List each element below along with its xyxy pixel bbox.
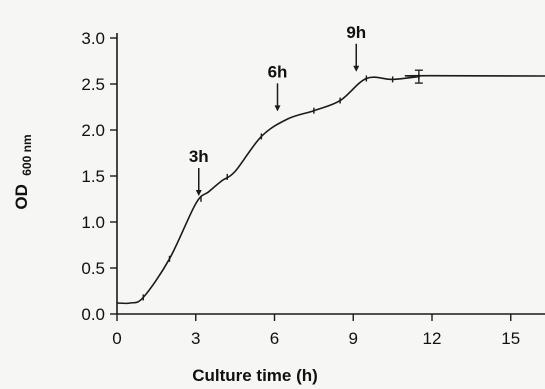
svg-text:OD 600 nm: OD 600 nm bbox=[12, 134, 34, 209]
y-tick-label: 0.0 bbox=[81, 305, 105, 324]
x-tick-label: 15 bbox=[501, 329, 520, 348]
y-tick-label: 2.0 bbox=[81, 121, 105, 140]
annotation-arrowhead bbox=[353, 65, 360, 72]
y-ticks: 0.0 0.5 1.0 1.5 2.0 2.5 3.0 bbox=[81, 29, 117, 324]
annotation-label: 9h bbox=[346, 23, 366, 42]
error-bars bbox=[414, 69, 423, 84]
y-tick-label: 0.5 bbox=[81, 259, 105, 278]
x-tick-label: 0 bbox=[112, 329, 121, 348]
time-annotations: 3h 6h 9h bbox=[189, 23, 366, 196]
x-tick-label: 12 bbox=[423, 329, 442, 348]
data-markers bbox=[142, 73, 420, 301]
x-tick-label: 6 bbox=[270, 329, 279, 348]
y-axis-title-group: OD 600 nm bbox=[12, 134, 34, 209]
x-tick-label: 9 bbox=[349, 329, 358, 348]
y-axis-title: OD bbox=[12, 184, 31, 210]
y-tick-label: 1.0 bbox=[81, 213, 105, 232]
annotation-label: 3h bbox=[189, 147, 209, 166]
x-axis-title: Culture time (h) bbox=[192, 366, 318, 385]
y-tick-label: 3.0 bbox=[81, 29, 105, 48]
growth-curve-line bbox=[116, 74, 545, 305]
y-axis-unit: 600 nm bbox=[20, 134, 34, 175]
annotation-arrowhead bbox=[274, 105, 281, 112]
annotation-label: 6h bbox=[268, 62, 288, 81]
y-tick-label: 2.5 bbox=[81, 75, 105, 94]
annotation-arrowhead bbox=[195, 190, 202, 196]
y-tick-label: 1.5 bbox=[81, 167, 105, 186]
axes bbox=[116, 33, 545, 315]
x-tick-label: 3 bbox=[191, 329, 200, 348]
x-ticks: 03691215182124 bbox=[112, 314, 520, 348]
